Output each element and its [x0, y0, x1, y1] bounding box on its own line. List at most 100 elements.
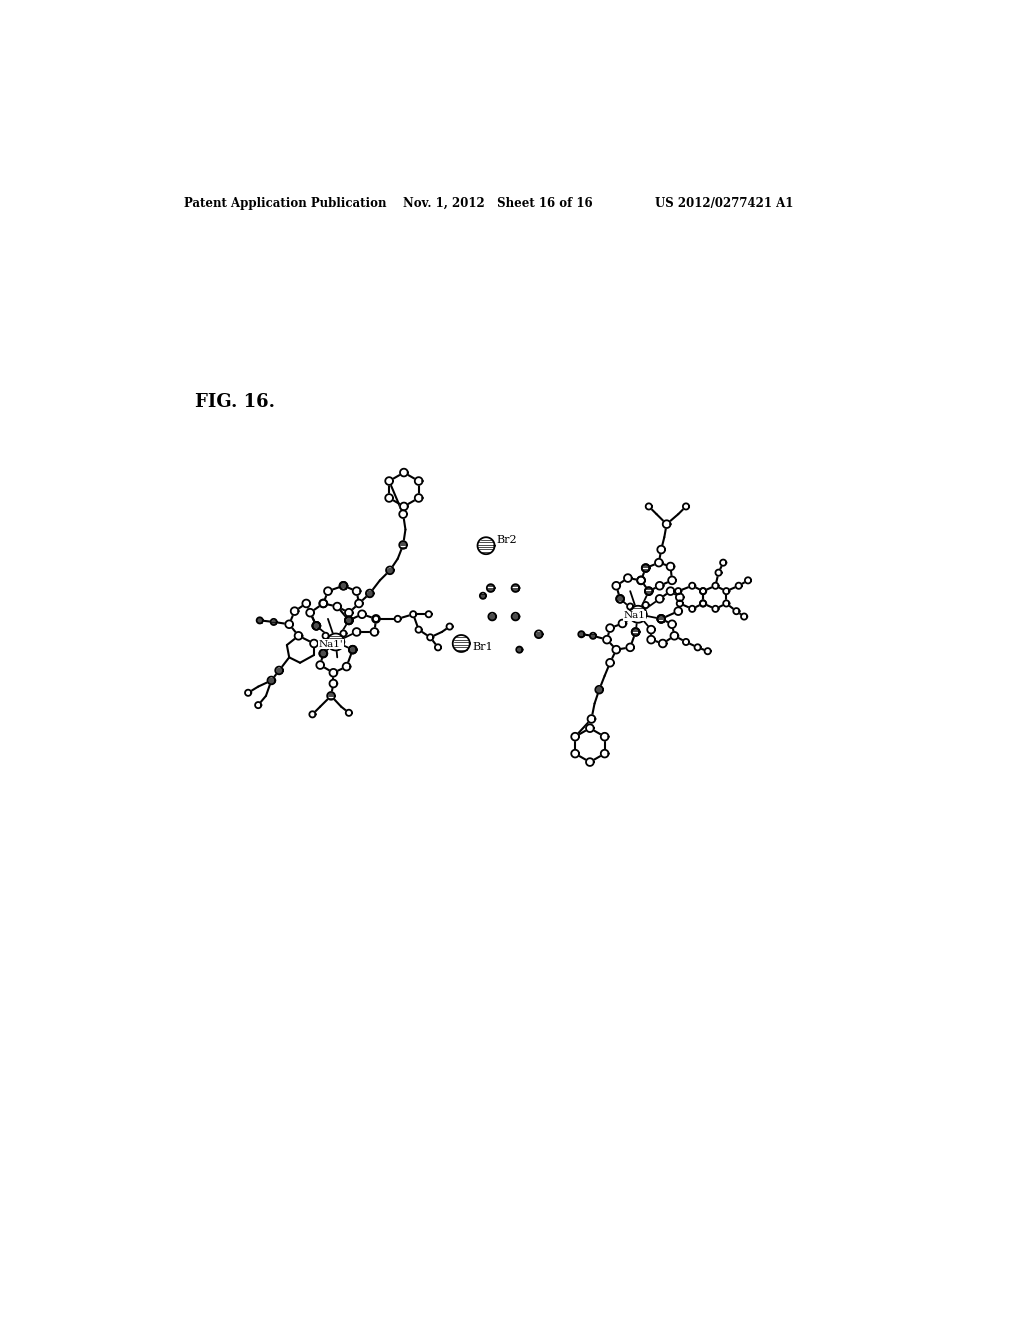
Polygon shape [646, 503, 652, 510]
Polygon shape [486, 585, 495, 591]
Polygon shape [647, 626, 655, 634]
Polygon shape [399, 511, 407, 517]
Polygon shape [733, 609, 739, 614]
Text: FIG. 16.: FIG. 16. [196, 393, 275, 411]
Polygon shape [676, 594, 684, 601]
Polygon shape [319, 649, 328, 657]
Polygon shape [658, 640, 667, 647]
Polygon shape [400, 469, 408, 477]
Polygon shape [267, 677, 275, 684]
Polygon shape [616, 595, 624, 603]
Polygon shape [627, 603, 633, 610]
Polygon shape [275, 667, 283, 675]
Polygon shape [657, 545, 665, 553]
Polygon shape [657, 615, 665, 623]
Polygon shape [319, 599, 328, 607]
Polygon shape [705, 648, 711, 655]
Polygon shape [723, 589, 729, 594]
Polygon shape [669, 620, 676, 628]
Polygon shape [694, 644, 700, 651]
Polygon shape [373, 616, 379, 622]
Polygon shape [310, 640, 317, 647]
Polygon shape [295, 632, 302, 640]
Polygon shape [394, 616, 400, 622]
Polygon shape [657, 615, 665, 623]
Polygon shape [512, 612, 519, 620]
Polygon shape [735, 582, 741, 589]
Polygon shape [713, 582, 719, 589]
Text: Na1: Na1 [624, 611, 646, 620]
Polygon shape [586, 725, 594, 733]
Polygon shape [309, 711, 315, 717]
Polygon shape [637, 577, 645, 585]
Polygon shape [624, 574, 632, 582]
Polygon shape [590, 632, 596, 639]
Polygon shape [645, 587, 652, 595]
Polygon shape [647, 636, 655, 643]
Polygon shape [345, 616, 352, 624]
Polygon shape [683, 639, 689, 645]
Polygon shape [324, 587, 332, 595]
Polygon shape [632, 628, 640, 636]
Polygon shape [512, 585, 519, 591]
Polygon shape [642, 564, 649, 572]
Polygon shape [741, 614, 748, 619]
Polygon shape [245, 690, 251, 696]
Polygon shape [345, 609, 352, 616]
Text: Br1: Br1 [472, 643, 493, 652]
Polygon shape [677, 601, 683, 606]
Polygon shape [349, 645, 356, 653]
Polygon shape [340, 582, 347, 590]
Polygon shape [488, 612, 496, 620]
Polygon shape [386, 566, 394, 574]
Polygon shape [312, 622, 321, 630]
Polygon shape [675, 589, 681, 594]
Polygon shape [270, 619, 276, 624]
Polygon shape [669, 577, 676, 585]
Polygon shape [720, 560, 726, 566]
Polygon shape [416, 627, 422, 632]
Polygon shape [612, 582, 621, 590]
Text: Patent Application Publication: Patent Application Publication [183, 197, 386, 210]
Polygon shape [352, 628, 360, 636]
Polygon shape [385, 494, 393, 502]
Polygon shape [632, 628, 640, 636]
Polygon shape [435, 644, 441, 651]
Polygon shape [255, 702, 261, 708]
Polygon shape [606, 659, 614, 667]
Polygon shape [601, 750, 608, 758]
Polygon shape [358, 610, 366, 618]
Polygon shape [516, 647, 522, 652]
Polygon shape [477, 537, 495, 554]
Polygon shape [667, 587, 675, 595]
Polygon shape [426, 611, 432, 618]
Polygon shape [328, 634, 344, 651]
Polygon shape [645, 587, 652, 595]
Polygon shape [371, 628, 378, 636]
Polygon shape [671, 632, 678, 640]
Polygon shape [400, 503, 408, 511]
Polygon shape [571, 750, 579, 758]
Polygon shape [316, 661, 324, 669]
Polygon shape [655, 595, 664, 603]
Polygon shape [713, 606, 719, 612]
Polygon shape [343, 663, 350, 671]
Polygon shape [675, 607, 682, 615]
Text: Nov. 1, 2012   Sheet 16 of 16: Nov. 1, 2012 Sheet 16 of 16 [403, 197, 593, 210]
Text: Br2: Br2 [497, 535, 517, 545]
Polygon shape [571, 733, 579, 741]
Polygon shape [637, 577, 645, 585]
Text: Na1': Na1' [318, 640, 343, 648]
Polygon shape [366, 590, 374, 597]
Polygon shape [700, 589, 707, 594]
Polygon shape [657, 615, 665, 623]
Polygon shape [446, 623, 453, 630]
Polygon shape [345, 616, 352, 624]
Polygon shape [319, 649, 328, 657]
Polygon shape [603, 636, 611, 643]
Polygon shape [643, 602, 649, 609]
Polygon shape [334, 603, 341, 610]
Polygon shape [349, 645, 356, 653]
Polygon shape [427, 635, 433, 640]
Polygon shape [302, 599, 310, 607]
